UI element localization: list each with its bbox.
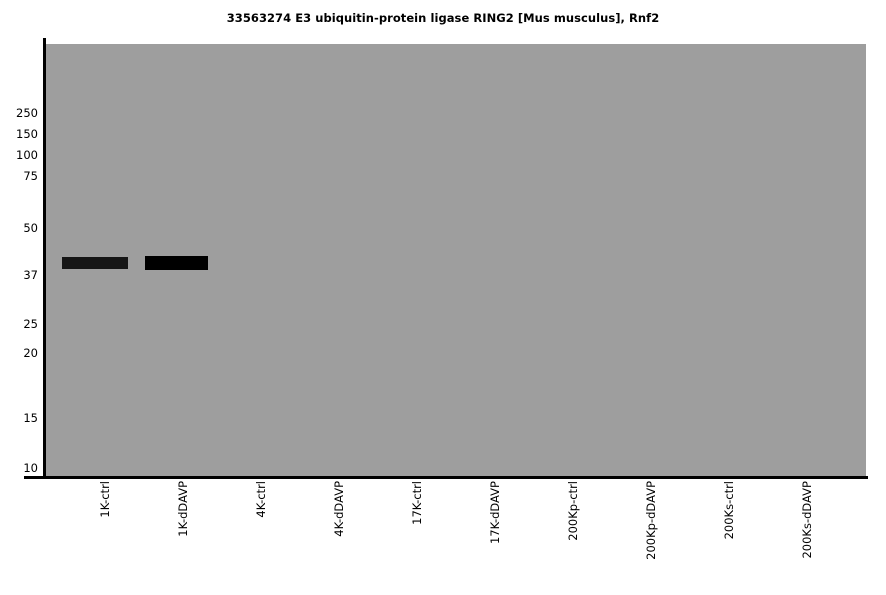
blot-band bbox=[145, 256, 208, 270]
x-axis-tick-200kp-ctrl: 200Kp-ctrl bbox=[566, 481, 580, 541]
x-axis-tick-17k-ddavp: 17K-dDAVP bbox=[488, 481, 502, 545]
x-axis-tick-4k-ddavp: 4K-dDAVP bbox=[332, 481, 346, 537]
y-axis-tick-150: 150 bbox=[16, 127, 38, 141]
x-axis-line bbox=[24, 476, 868, 479]
x-axis-tick-17k-ctrl: 17K-ctrl bbox=[410, 481, 424, 525]
y-axis-tick-10: 10 bbox=[23, 461, 38, 475]
blot-band bbox=[62, 257, 128, 269]
y-axis-tick-75: 75 bbox=[23, 169, 38, 183]
x-axis-tick-4k-ctrl: 4K-ctrl bbox=[254, 481, 268, 518]
x-axis-tick-1k-ctrl: 1K-ctrl bbox=[98, 481, 112, 518]
y-axis-tick-50: 50 bbox=[23, 221, 38, 235]
page-title: 33563274 E3 ubiquitin-protein ligase RIN… bbox=[226, 11, 660, 25]
x-axis-tick-1k-ddavp: 1K-dDAVP bbox=[176, 481, 190, 537]
y-axis-tick-100: 100 bbox=[16, 148, 38, 162]
x-axis-tick-200kp-ddavp: 200Kp-dDAVP bbox=[644, 481, 658, 560]
y-axis-tick-37: 37 bbox=[23, 268, 38, 282]
y-axis-tick-250: 250 bbox=[16, 106, 38, 120]
x-axis-tick-200ks-ddavp: 200Ks-dDAVP bbox=[800, 481, 814, 559]
y-axis-tick-15: 15 bbox=[23, 411, 38, 425]
y-axis-tick-25: 25 bbox=[23, 317, 38, 331]
y-axis-line bbox=[43, 38, 46, 476]
y-axis-tick-20: 20 bbox=[23, 346, 38, 360]
x-axis-tick-200ks-ctrl: 200Ks-ctrl bbox=[722, 481, 736, 540]
